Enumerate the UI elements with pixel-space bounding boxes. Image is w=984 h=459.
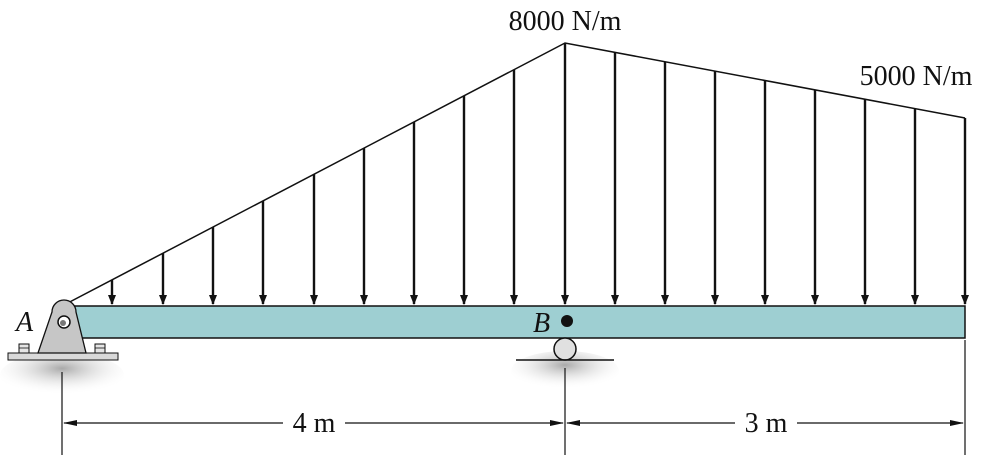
beam (61, 305, 966, 339)
support-a-label: A (14, 307, 34, 338)
support-base-plate (7, 352, 119, 361)
left-span-label: 4 m (293, 408, 336, 439)
end-load-label: 5000 N/m (860, 61, 973, 92)
roller-icon (553, 337, 577, 361)
point-b-marker (561, 315, 573, 327)
bolt-icon-left (18, 343, 30, 354)
pin-center (60, 320, 66, 326)
roller-support-b (516, 337, 614, 361)
point-b-label: B (533, 308, 550, 339)
bolt-icon-right (94, 343, 106, 354)
right-span-label: 3 m (745, 408, 788, 439)
pin-support-a (7, 299, 119, 361)
load-arrows (108, 43, 969, 305)
peak-load-label: 8000 N/m (509, 6, 622, 37)
